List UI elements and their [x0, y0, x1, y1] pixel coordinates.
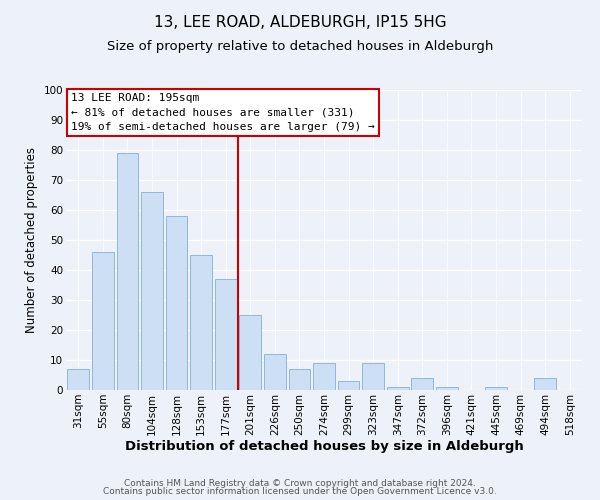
Bar [141, 192, 163, 390]
Bar [338, 381, 359, 390]
Bar [190, 255, 212, 390]
Y-axis label: Number of detached properties: Number of detached properties [25, 147, 38, 333]
Bar [535, 378, 556, 390]
Bar [289, 369, 310, 390]
Bar [215, 279, 236, 390]
Bar [166, 216, 187, 390]
Bar [387, 387, 409, 390]
X-axis label: Distribution of detached houses by size in Aldeburgh: Distribution of detached houses by size … [125, 440, 523, 454]
Text: 13 LEE ROAD: 195sqm
← 81% of detached houses are smaller (331)
19% of semi-detac: 13 LEE ROAD: 195sqm ← 81% of detached ho… [71, 93, 375, 132]
Bar [485, 387, 507, 390]
Bar [116, 153, 138, 390]
Bar [412, 378, 433, 390]
Text: Size of property relative to detached houses in Aldeburgh: Size of property relative to detached ho… [107, 40, 493, 53]
Text: Contains public sector information licensed under the Open Government Licence v3: Contains public sector information licen… [103, 487, 497, 496]
Text: Contains HM Land Registry data © Crown copyright and database right 2024.: Contains HM Land Registry data © Crown c… [124, 478, 476, 488]
Bar [264, 354, 286, 390]
Bar [239, 315, 261, 390]
Bar [67, 369, 89, 390]
Text: 13, LEE ROAD, ALDEBURGH, IP15 5HG: 13, LEE ROAD, ALDEBURGH, IP15 5HG [154, 15, 446, 30]
Bar [92, 252, 113, 390]
Bar [436, 387, 458, 390]
Bar [313, 363, 335, 390]
Bar [362, 363, 384, 390]
